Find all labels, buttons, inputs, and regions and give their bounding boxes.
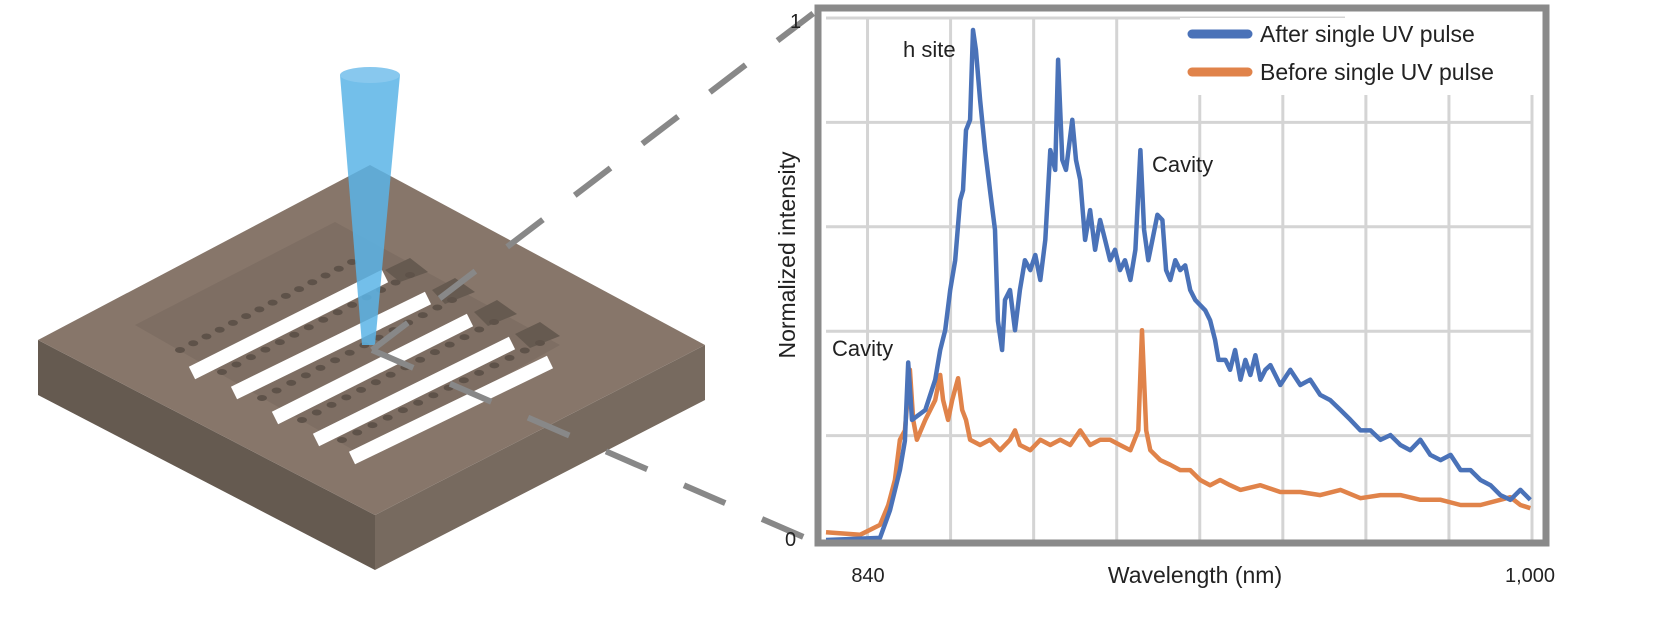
air-hole [459,334,470,341]
air-hole [385,371,396,378]
series-line-after [825,27,1532,543]
air-hole [254,306,265,313]
air-hole [201,333,212,340]
annotation-cavity-upper: Cavity [1152,152,1213,177]
air-hole [504,354,515,361]
air-hole [337,437,347,443]
air-hole [286,379,297,386]
air-hole [390,279,401,286]
slab-left-face [38,340,375,570]
air-hole [257,395,267,401]
air-hole [347,259,357,265]
air-hole [318,316,329,323]
uv-laser-beam-top [340,67,400,83]
x-tick-label-840: 840 [851,565,884,587]
zoom-dashed-line-top [370,9,817,353]
air-hole [458,377,469,384]
series-line-before [825,327,1531,538]
air-hole [428,392,439,399]
air-hole [289,331,300,338]
air-hole [447,297,457,303]
air-hole [267,299,278,306]
air-hole [413,399,424,406]
air-hole [347,301,358,308]
grid [826,16,1534,540]
legend-label-after: After single UV pulse [1260,21,1475,47]
photonic-crystal-slab-illustration [38,67,705,570]
air-hole [341,394,352,401]
air-slots [188,269,554,465]
air-hole [326,401,337,408]
air-hole [320,272,331,279]
y-tick-label-1: 1 [790,11,801,33]
air-hole [333,265,344,272]
air-hole [231,361,242,368]
air-hole [344,349,355,356]
air-hole [489,319,499,325]
air-hole [367,422,378,429]
uv-laser-beam [340,75,400,345]
air-hole [214,326,225,333]
air-hole [474,369,485,376]
y-tick-label-0: 0 [785,529,796,551]
air-hole [297,417,307,423]
air-hole [245,354,256,361]
air-hole [217,369,227,375]
legend: After single UV pulse Before single UV p… [1180,18,1542,90]
air-hole [356,386,367,393]
air-hole [271,387,282,394]
air-hole [274,339,285,346]
air-hole [303,324,314,331]
air-hole [330,357,341,364]
air-hole [489,362,500,369]
annotation-h-site: h site [903,37,956,62]
air-hole [429,349,440,356]
annotation-cavity-lower: Cavity [832,336,893,361]
slab-right-face [375,345,705,570]
air-hole [370,379,381,386]
air-hole [307,279,318,286]
air-hole [415,356,426,363]
air-hole [300,372,311,379]
air-hole [188,340,199,347]
air-hole [260,346,271,353]
air-hole [332,309,343,316]
air-hole [444,341,455,348]
air-hole [397,407,408,414]
air-hole [352,429,363,436]
chart-background [818,8,1546,543]
air-hole [535,340,545,346]
x-tick-label-1000: 1,000 [1505,565,1555,587]
spectrum-chart: After single UV pulse Before single UV p… [774,4,1555,588]
air-hole [417,312,428,319]
y-axis-label: Normalized intensity [774,151,800,359]
legend-label-before: Before single UV pulse [1260,59,1494,85]
air-hole [280,292,291,299]
x-axis-label: Wavelength (nm) [1108,562,1282,588]
air-hole [294,286,305,293]
air-hole [311,409,322,416]
air-hole [519,347,530,354]
air-hole [474,326,485,333]
air-hole [227,319,238,326]
air-hole [315,364,326,371]
air-hole [405,272,415,278]
air-hole [432,304,443,311]
air-hole [241,313,252,320]
air-hole [382,414,393,421]
chart-frame [814,4,1550,547]
air-hole [175,347,185,353]
